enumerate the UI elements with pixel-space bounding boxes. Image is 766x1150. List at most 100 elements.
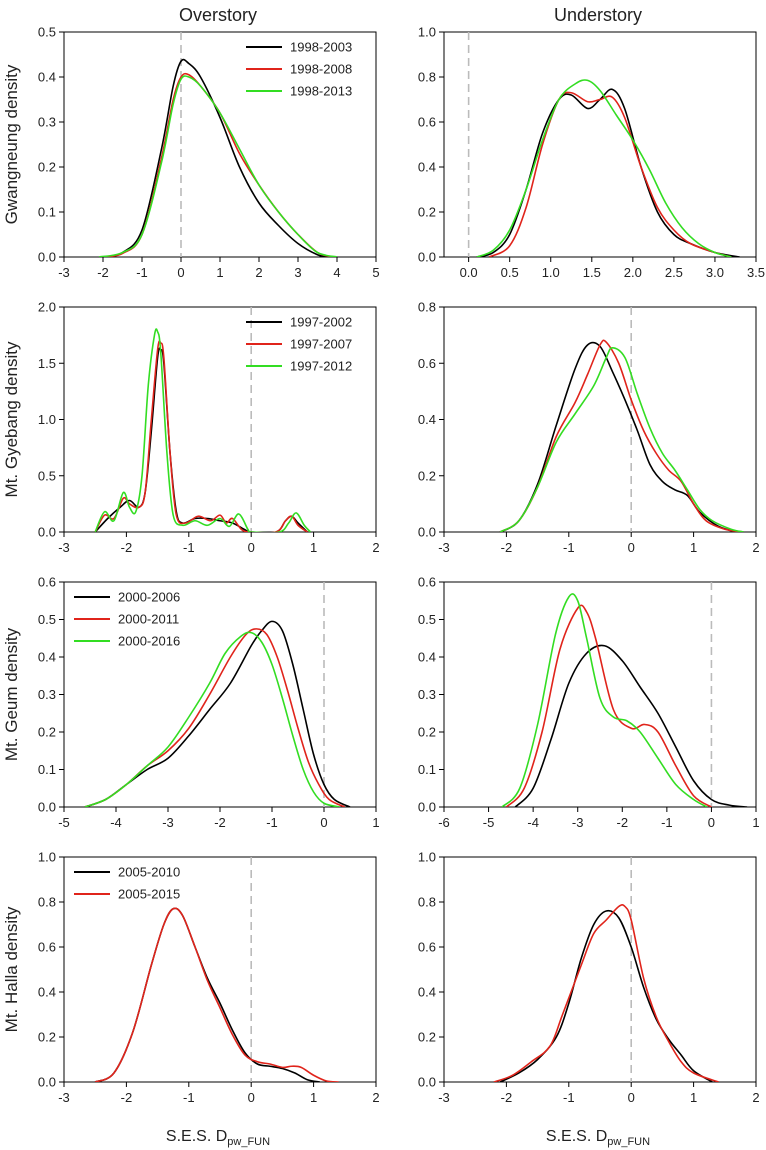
panels: -3 -2 -1 0 1 2 3 4 5 0.0 0.1 0.2 0.3 0.4 0.5 Gwangneung… bbox=[2, 25, 765, 1106]
series-line-2000-2006 bbox=[514, 644, 748, 807]
x-tick-label: 0.5 bbox=[501, 265, 519, 280]
series-group bbox=[499, 339, 744, 532]
y-tick-label: 0.8 bbox=[38, 895, 56, 910]
y-tick-label: 0.4 bbox=[418, 412, 436, 427]
x-tick-label: -3 bbox=[438, 1090, 450, 1105]
y-tick-label: 0.0 bbox=[418, 250, 436, 265]
y-tick-label: 0.3 bbox=[38, 687, 56, 702]
y-tick-label: 2.0 bbox=[38, 300, 56, 315]
legend-label: 2000-2006 bbox=[118, 590, 180, 605]
x-tick-label: -3 bbox=[58, 265, 70, 280]
y-tick-label: 0.1 bbox=[38, 762, 56, 777]
series-group bbox=[493, 904, 719, 1082]
y-tick-label: 0.8 bbox=[418, 70, 436, 85]
series-group bbox=[476, 79, 740, 257]
series-group bbox=[84, 620, 351, 807]
series-line-1997-2002 bbox=[499, 341, 738, 532]
x-tick-label: -3 bbox=[58, 540, 70, 555]
x-tick-label: -1 bbox=[661, 815, 673, 830]
x-tick-label: 1 bbox=[372, 815, 379, 830]
y-tick-label: 0.8 bbox=[418, 300, 436, 315]
y-tick-label: 0.2 bbox=[418, 468, 436, 483]
y-tick-label: 0.6 bbox=[38, 940, 56, 955]
series-line-1998-2013 bbox=[476, 79, 732, 257]
x-tick-label: -4 bbox=[110, 815, 122, 830]
x-tick-label: 3.0 bbox=[706, 265, 724, 280]
y-tick-label: 0.5 bbox=[418, 612, 436, 627]
series-line-2005-2015 bbox=[94, 907, 339, 1082]
x-tick-label: -2 bbox=[121, 540, 133, 555]
x-tick-label: -5 bbox=[58, 815, 70, 830]
plot-frame bbox=[443, 306, 757, 533]
y-tick-label: 0.1 bbox=[418, 762, 436, 777]
y-tick-label: 0.5 bbox=[38, 612, 56, 627]
legend: 2000-2006 2000-2011 2000-2016 bbox=[74, 590, 180, 649]
col-title-overstory: Overstory bbox=[179, 5, 257, 25]
series-line-1997-2012 bbox=[94, 328, 312, 532]
y-tick-label: 0.6 bbox=[418, 115, 436, 130]
series-line-2000-2016 bbox=[84, 631, 340, 807]
y-tick-label: 0.8 bbox=[418, 895, 436, 910]
x-tick-label: -2 bbox=[214, 815, 226, 830]
y-tick-label: 0.0 bbox=[38, 1075, 56, 1090]
x-tick-label: 0 bbox=[320, 815, 327, 830]
x-tick-label: -3 bbox=[572, 815, 584, 830]
x-tick-label: -2 bbox=[97, 265, 109, 280]
plot-frame bbox=[443, 581, 757, 808]
series-line-1997-2007 bbox=[94, 340, 308, 532]
chart-panel-7: -3 -2 -1 0 1 2 0.0 0.2 0.4 0.6 0.8 1.0 Mt. Halla den… bbox=[2, 850, 380, 1106]
series-line-1997-2007 bbox=[499, 339, 744, 532]
x-tick-label: -1 bbox=[266, 815, 278, 830]
y-axis-label: Gwangneung density bbox=[2, 64, 21, 224]
legend-label: 1998-2008 bbox=[290, 62, 352, 77]
plot-frame bbox=[63, 856, 377, 1083]
x-tick-label: 3 bbox=[294, 265, 301, 280]
y-tick-label: 0.6 bbox=[38, 575, 56, 590]
x-tick-label: 0 bbox=[628, 1090, 635, 1105]
y-tick-label: 0.3 bbox=[418, 687, 436, 702]
y-tick-label: 0.2 bbox=[418, 205, 436, 220]
legend: 2005-2010 2005-2015 bbox=[74, 865, 180, 902]
x-tick-label: 1 bbox=[310, 1090, 317, 1105]
series-line-1998-2008 bbox=[102, 72, 334, 257]
series-line-2000-2016 bbox=[501, 593, 708, 807]
y-tick-label: 0.0 bbox=[38, 800, 56, 815]
y-tick-label: 0.6 bbox=[418, 575, 436, 590]
series-line-2005-2010 bbox=[499, 909, 713, 1082]
y-tick-label: 0.0 bbox=[418, 800, 436, 815]
x-tick-label: -6 bbox=[438, 815, 450, 830]
x-axis-label-overstory: S.E.S. Dpw_FUN bbox=[166, 1128, 270, 1148]
col-title-understory: Understory bbox=[554, 5, 642, 25]
x-tick-label: -2 bbox=[121, 1090, 133, 1105]
x-tick-label: 2 bbox=[372, 1090, 379, 1105]
x-tick-label: 1 bbox=[752, 815, 759, 830]
y-tick-label: 0.0 bbox=[38, 525, 56, 540]
y-tick-label: 0.4 bbox=[38, 70, 56, 85]
series-line-1998-2013 bbox=[98, 75, 338, 257]
x-tick-label: -1 bbox=[563, 1090, 575, 1105]
x-axis-label-main: S.E.S. D bbox=[546, 1128, 607, 1145]
legend-label: 1997-2002 bbox=[290, 315, 352, 330]
y-tick-label: 1.0 bbox=[38, 412, 56, 427]
y-tick-label: 0.4 bbox=[38, 650, 56, 665]
x-tick-label: 0 bbox=[628, 540, 635, 555]
y-tick-label: 0.4 bbox=[418, 650, 436, 665]
series-line-2000-2011 bbox=[505, 604, 712, 807]
x-tick-label: 2 bbox=[752, 1090, 759, 1105]
y-tick-label: 0.5 bbox=[38, 25, 56, 40]
x-axis-label-sub: pw_FUN bbox=[607, 1136, 650, 1148]
series-line-1998-2008 bbox=[488, 91, 732, 257]
y-tick-label: 0.2 bbox=[38, 160, 56, 175]
x-tick-label: -5 bbox=[483, 815, 495, 830]
x-tick-label: -4 bbox=[527, 815, 539, 830]
y-tick-label: 0.0 bbox=[38, 250, 56, 265]
x-tick-label: 2 bbox=[255, 265, 262, 280]
chart-panel-8: -3 -2 -1 0 1 2 0.0 0.2 0.4 0.6 0.8 1.0 bbox=[418, 850, 760, 1106]
y-tick-label: 1.0 bbox=[418, 25, 436, 40]
chart-panel-4: -3 -2 -1 0 1 2 0.0 0.2 0.4 0.6 0.8 bbox=[418, 300, 760, 556]
x-tick-label: -2 bbox=[501, 1090, 513, 1105]
y-tick-label: 0.2 bbox=[38, 1030, 56, 1045]
series-line-1998-2003 bbox=[476, 88, 740, 257]
x-tick-label: 1 bbox=[216, 265, 223, 280]
y-tick-label: 0.2 bbox=[418, 725, 436, 740]
